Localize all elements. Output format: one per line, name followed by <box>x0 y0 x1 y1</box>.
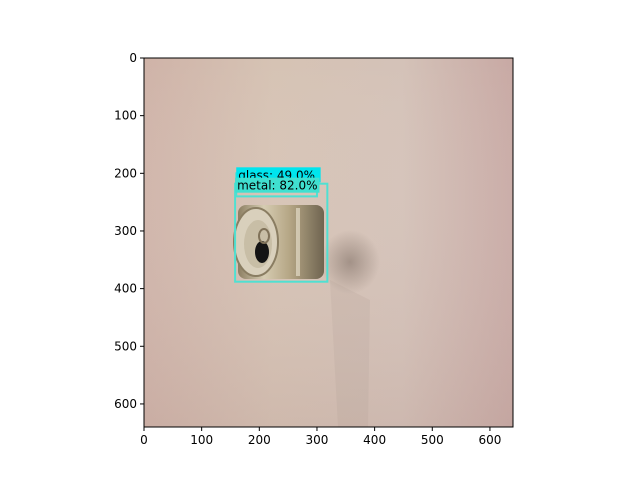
x-tick-label: 500 <box>421 433 444 447</box>
can-highlight <box>296 208 300 276</box>
x-tick-label: 200 <box>248 433 271 447</box>
y-tick-label: 500 <box>114 339 137 353</box>
y-tick-label: 400 <box>114 282 137 296</box>
x-tick-label: 300 <box>306 433 329 447</box>
axes-frame <box>143 57 514 428</box>
x-axis: 0 100 200 300 400 500 600 <box>140 427 501 447</box>
y-tick-label: 600 <box>114 397 137 411</box>
y-tick-label: 200 <box>114 166 137 180</box>
y-tick-label: 100 <box>114 109 137 123</box>
y-tick-label: 0 <box>129 51 137 65</box>
x-tick-label: 400 <box>363 433 386 447</box>
x-tick-label: 0 <box>140 433 148 447</box>
x-tick-label: 600 <box>478 433 501 447</box>
long-shadow <box>330 280 370 427</box>
can-image <box>233 205 324 279</box>
x-tick-label: 100 <box>190 433 213 447</box>
can-tab <box>258 228 270 244</box>
detection-label: metal: 82.0% <box>237 179 317 193</box>
can-shadow <box>320 230 380 294</box>
image-area: glass: 49.0%metal: 82.0% <box>143 57 514 428</box>
y-tick-label: 300 <box>114 224 137 238</box>
detections-layer: glass: 49.0%metal: 82.0% <box>234 167 329 283</box>
can-opening <box>255 241 269 263</box>
y-axis: 0 100 200 300 400 500 600 <box>114 51 144 411</box>
detection-label-bg <box>235 177 320 193</box>
